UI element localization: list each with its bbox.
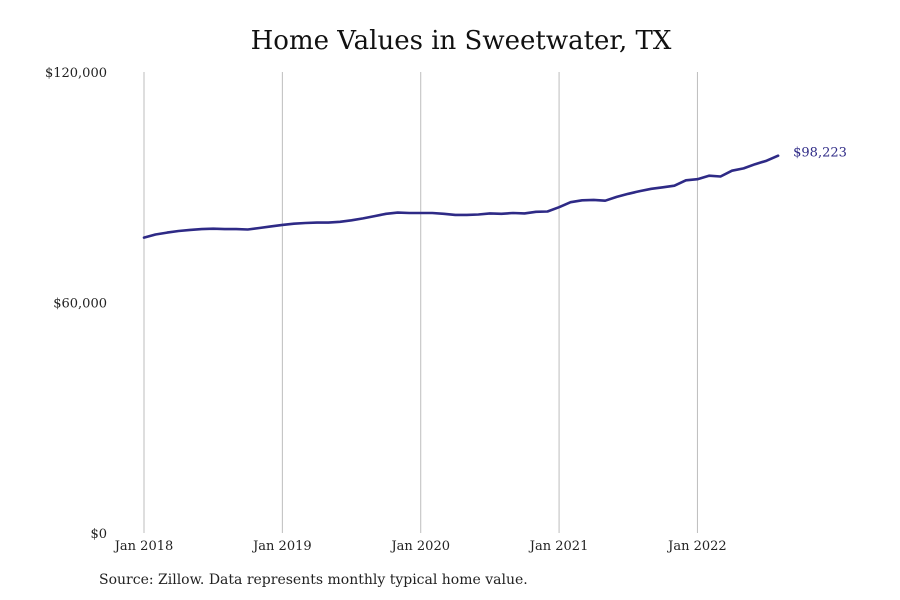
y-tick-label: $60,000 xyxy=(53,297,107,312)
y-tick-label: $120,000 xyxy=(45,66,107,81)
x-tick-label: Jan 2020 xyxy=(389,539,450,554)
end-value-label: $98,223 xyxy=(793,146,847,161)
gridlines xyxy=(143,72,698,533)
x-tick-label: Jan 2019 xyxy=(251,539,312,554)
series-line xyxy=(142,154,780,239)
x-tick-label: Jan 2021 xyxy=(528,539,589,554)
source-note: Source: Zillow. Data represents monthly … xyxy=(99,572,528,588)
chart-title: Home Values in Sweetwater, TX xyxy=(250,26,672,56)
x-axis: Jan 2018 Jan 2019 Jan 2020 Jan 2021 Jan 2022 xyxy=(113,539,727,554)
y-axis: $0 $60,000 $120,000 xyxy=(45,66,107,542)
x-tick-label: Jan 2018 xyxy=(113,539,174,554)
x-tick-label: Jan 2022 xyxy=(666,539,727,554)
y-tick-label: $0 xyxy=(90,527,107,542)
